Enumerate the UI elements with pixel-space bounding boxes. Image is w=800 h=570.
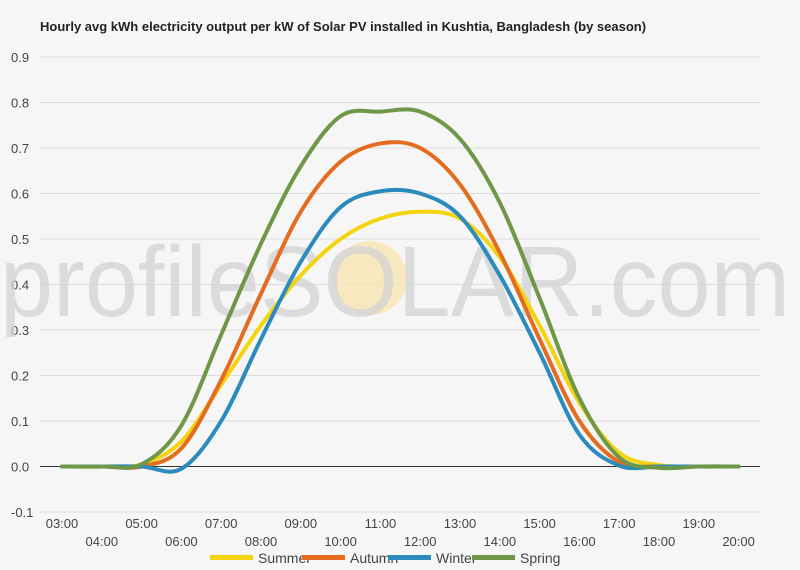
y-tick-label: 0.5 [11, 232, 29, 247]
y-tick-label: 0.0 [11, 460, 29, 475]
x-tick-label: 18:00 [643, 534, 676, 549]
y-tick-label: 0.7 [11, 141, 29, 156]
x-tick-label: 05:00 [125, 516, 158, 531]
series-line-winter [60, 187, 741, 474]
y-tick-label: 0.8 [11, 96, 29, 111]
y-tick-label: 0.2 [11, 369, 29, 384]
chart-title: Hourly avg kWh electricity output per kW… [40, 19, 647, 34]
y-tick-label: 0.3 [11, 323, 29, 338]
series-line-autumn [60, 140, 741, 470]
x-tick-label: 20:00 [722, 534, 755, 549]
x-tick-label: 19:00 [683, 516, 716, 531]
x-tick-label: 11:00 [365, 516, 397, 531]
legend-label-summer: Summer [258, 550, 311, 566]
x-tick-label: 08:00 [245, 534, 278, 549]
y-tick-label: -0.1 [11, 505, 33, 520]
legend-swatch-autumn [302, 555, 345, 560]
legend-label-winter: Winter [436, 550, 477, 566]
series-line-summer [60, 209, 741, 469]
x-tick-label: 10:00 [324, 534, 357, 549]
legend-swatch-summer [210, 555, 253, 560]
series-line-spring [60, 107, 741, 471]
y-tick-label: 0.4 [11, 278, 29, 293]
y-tick-label: 0.9 [11, 50, 29, 65]
x-tick-label: 16:00 [563, 534, 596, 549]
x-tick-label: 03:00 [46, 516, 79, 531]
x-tick-label: 12:00 [404, 534, 437, 549]
legend-label-autumn: Autumn [350, 550, 398, 566]
x-tick-label: 15:00 [523, 516, 556, 531]
x-tick-label: 07:00 [205, 516, 238, 531]
x-tick-label: 06:00 [165, 534, 198, 549]
watermark-sun [333, 241, 407, 315]
legend-swatch-winter [388, 555, 431, 560]
x-tick-label: 13:00 [444, 516, 477, 531]
watermark-text: profileSOLAR.com [0, 226, 790, 338]
legend-label-spring: Spring [520, 550, 560, 566]
x-tick-label: 17:00 [603, 516, 636, 531]
x-tick-label: 09:00 [285, 516, 318, 531]
x-tick-label: 14:00 [484, 534, 517, 549]
x-tick-label: 04:00 [86, 534, 119, 549]
legend-swatch-spring [472, 555, 515, 560]
y-tick-label: 0.6 [11, 187, 29, 202]
y-tick-label: 0.1 [11, 414, 29, 429]
